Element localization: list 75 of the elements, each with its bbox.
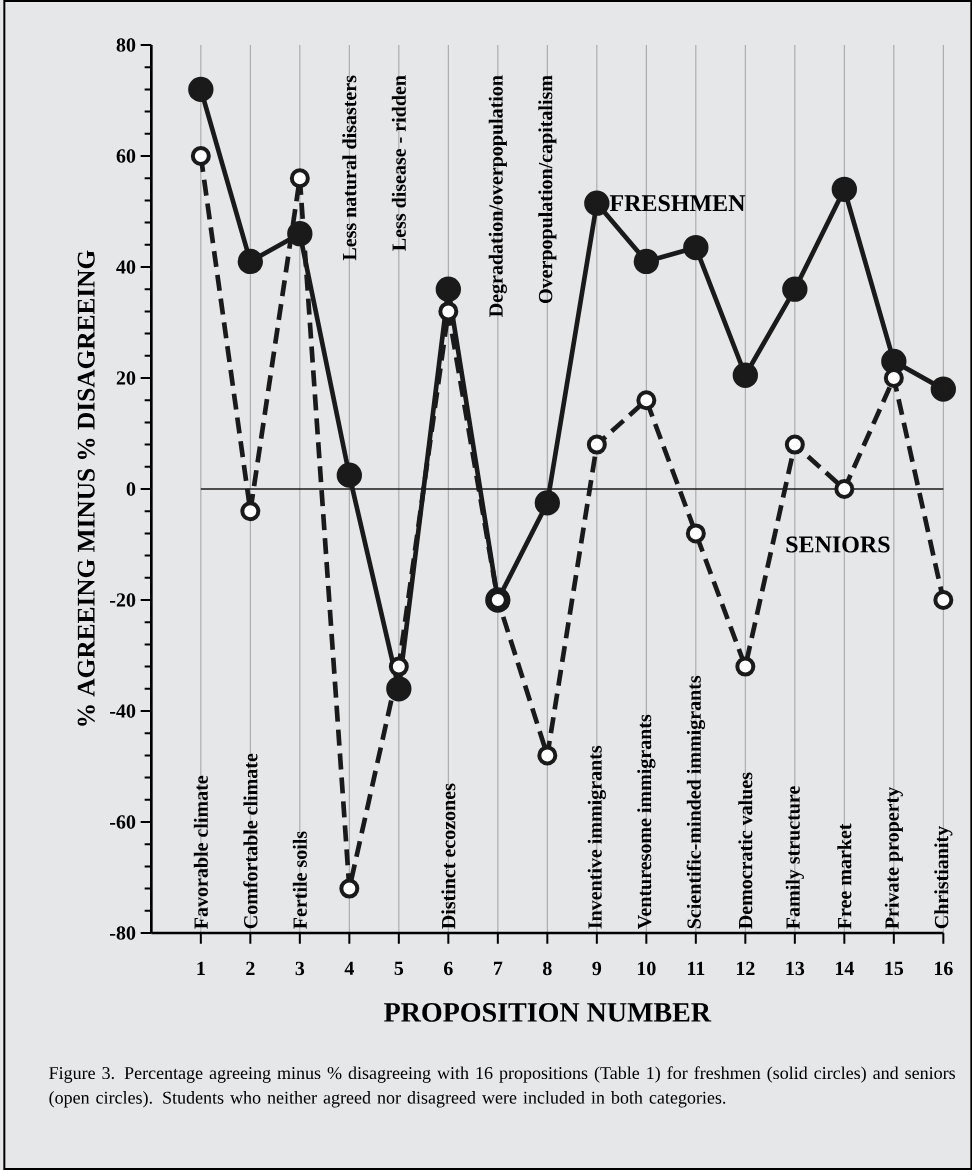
y-tick-label: -20 — [109, 593, 136, 607]
x-tick-label: 10 — [637, 961, 656, 976]
point — [685, 523, 706, 544]
point — [933, 590, 954, 610]
point — [834, 479, 855, 499]
annotation: Free market — [837, 823, 852, 929]
x-tick-label: 7 — [493, 961, 503, 975]
point — [336, 462, 362, 488]
point — [287, 221, 313, 247]
y-tick-label: -80 — [109, 926, 136, 940]
y-axis-title: % AGREEING MINUS % DISAGREEING — [77, 250, 95, 726]
point — [586, 434, 607, 455]
annotation: Venturesome immigrants — [637, 714, 656, 929]
annotation: Distinct ecozones — [441, 783, 456, 929]
point — [831, 176, 857, 202]
x-tick-label: 5 — [394, 961, 403, 975]
point — [386, 676, 412, 702]
point — [435, 276, 461, 302]
annotation: Comfortable climate — [243, 753, 258, 929]
point — [237, 248, 263, 275]
point — [339, 878, 360, 899]
point — [633, 248, 659, 275]
series-label: SENIORS — [786, 536, 890, 553]
annotation: Christianity — [934, 826, 953, 929]
x-tick-label: 9 — [592, 961, 601, 976]
point — [289, 168, 310, 189]
y-tick-label: 40 — [116, 260, 136, 274]
point — [782, 276, 808, 302]
point — [636, 390, 657, 411]
annotation: Overpopulation/capitalism — [538, 75, 557, 303]
point — [735, 656, 756, 677]
y-tick-label: 80 — [116, 38, 136, 52]
y-tick-label: -60 — [109, 815, 136, 829]
x-axis-title: PROPOSITION NUMBER — [383, 1003, 712, 1022]
annotation: Fertile soils — [292, 831, 307, 929]
point — [883, 368, 904, 388]
annotation: Degradation/overpopulation — [488, 75, 507, 317]
x-tick-label: 11 — [687, 961, 705, 975]
legend-label: FRESHMEN — [609, 195, 746, 212]
annotation: Scientific-minded immigrants — [686, 675, 705, 929]
annotation: Democratic values — [738, 772, 753, 929]
point — [537, 745, 558, 766]
y-tick-label: 20 — [116, 371, 136, 385]
y-tick-label: 60 — [116, 149, 136, 163]
annotation: Family structure — [785, 786, 804, 929]
point — [240, 501, 261, 522]
point — [784, 434, 805, 455]
annotation: Private property — [884, 787, 903, 929]
x-tick-label: 2 — [246, 961, 255, 975]
caption: Figure 3. Percentage agreeing minus % disagreeing with 16 propositions (Table 1) for freshmen (solid circles) and seniors (open circles). Students who neither agreed nor disagreed were included in both categories. — [48, 1066, 955, 1108]
x-tick-label: 14 — [835, 961, 854, 975]
y-tick-label: -40 — [109, 704, 136, 718]
annotation: Inventive immigrants — [587, 745, 606, 929]
annotation: Favorable climate — [193, 775, 208, 929]
x-tick-label: 16 — [934, 961, 953, 976]
annotation: Less disease - ridden — [391, 75, 406, 251]
x-tick-label: 13 — [786, 961, 804, 976]
point — [438, 301, 459, 322]
annotation: Less natural disasters — [342, 75, 357, 261]
point — [930, 376, 956, 402]
y-tick-label: 0 — [126, 482, 136, 496]
point — [534, 490, 560, 516]
point — [188, 76, 214, 103]
x-tick-label: 15 — [885, 961, 903, 976]
point — [584, 190, 610, 216]
x-tick-label: 3 — [295, 961, 304, 976]
point — [683, 234, 709, 261]
x-tick-label: 8 — [542, 961, 552, 976]
x-tick-label: 12 — [736, 961, 755, 975]
point — [190, 146, 211, 166]
x-tick-label: 4 — [344, 961, 354, 975]
point — [388, 656, 409, 677]
x-tick-label: 1 — [197, 961, 205, 975]
point — [732, 362, 758, 388]
x-tick-label: 6 — [443, 961, 453, 976]
